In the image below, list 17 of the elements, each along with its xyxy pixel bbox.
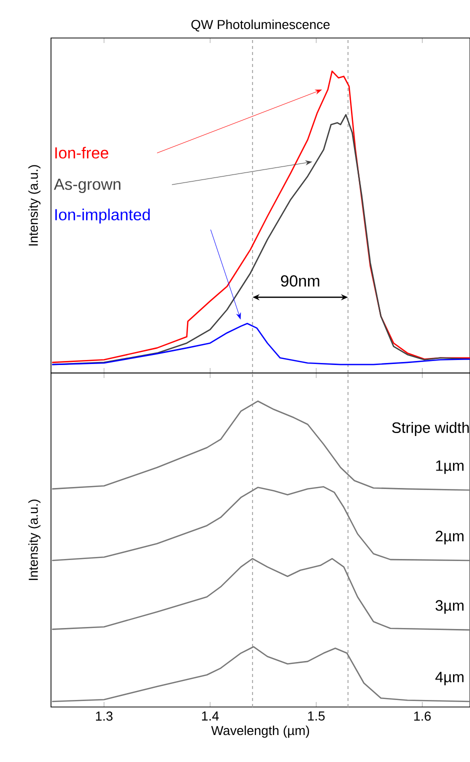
text: Ion-implanted — [55, 208, 150, 224]
x-tick-label: 1.6 — [414, 712, 431, 721]
series-label: 2µm — [436, 530, 464, 544]
y-axis-title: Intensity (a.u.) — [28, 165, 40, 246]
chart-title: QW Photoluminescence — [191, 20, 330, 32]
series-label: 1µm — [436, 460, 464, 474]
x-axis-title: Wavelength (µm) — [211, 726, 310, 738]
text: As-grown — [54, 178, 120, 194]
y-axis-title: Intensity (a.u.) — [28, 500, 40, 580]
legend-title: Stripe width — [392, 422, 469, 436]
series-label: 3µm — [436, 600, 464, 614]
text: Ion-free — [55, 146, 108, 159]
x-tick-label: 1.4 — [202, 712, 219, 720]
x-tick-label: 1.5 — [308, 712, 325, 721]
x-tick-label: 1.3 — [96, 712, 113, 721]
series-label: 4µm — [435, 672, 464, 686]
annotation: 90nm — [281, 275, 320, 287]
